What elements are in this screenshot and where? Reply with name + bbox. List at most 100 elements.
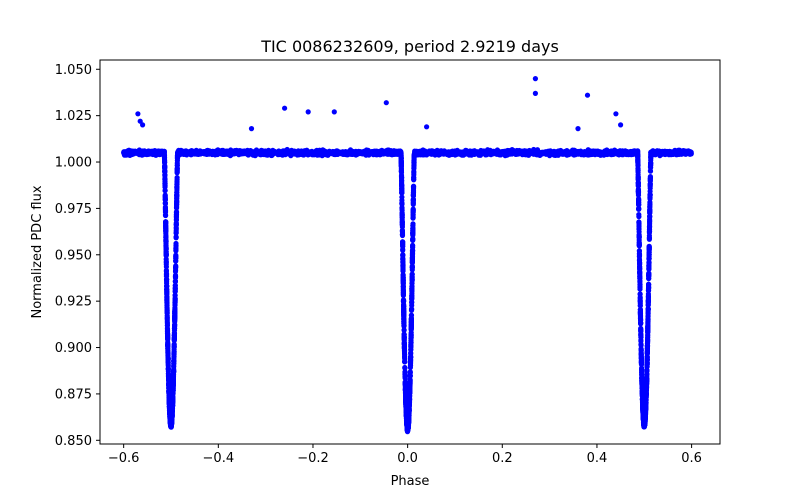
data-point [636, 243, 642, 249]
data-point [401, 327, 407, 333]
x-axis: −0.6 −0.4 −0.2 0.0 0.2 0.4 0.6 [108, 444, 702, 466]
data-point [207, 150, 213, 156]
data-point [240, 148, 246, 154]
data-point [172, 292, 178, 299]
data-points [121, 76, 694, 435]
data-point [547, 151, 553, 157]
data-point [370, 149, 376, 155]
data-point [165, 366, 171, 372]
y-axis-label: Normalized PDC flux [30, 185, 45, 318]
data-point [304, 150, 310, 156]
data-point [162, 197, 168, 203]
data-point [468, 150, 474, 156]
y-tick-label: 1.025 [55, 109, 92, 124]
data-point [173, 230, 179, 236]
data-point [639, 389, 645, 395]
data-point [618, 122, 624, 128]
data-point [163, 225, 169, 231]
data-point [641, 423, 647, 429]
data-point [172, 300, 178, 306]
data-point [171, 327, 178, 333]
data-point [398, 155, 404, 161]
data-point [410, 222, 416, 228]
data-point [648, 154, 654, 160]
data-point [410, 196, 416, 202]
data-point [164, 302, 170, 308]
data-point [636, 237, 642, 243]
data-point [645, 337, 651, 343]
data-point [163, 252, 169, 258]
data-point [439, 148, 445, 154]
data-point [644, 356, 650, 362]
data-point [401, 318, 407, 324]
data-point [164, 296, 170, 302]
x-tick-label: 0.6 [681, 451, 702, 466]
data-point [406, 419, 412, 425]
data-point [173, 234, 179, 240]
data-point [173, 265, 179, 271]
data-point [637, 284, 643, 290]
data-point [164, 328, 171, 334]
data-point [150, 150, 156, 156]
data-point [295, 150, 301, 156]
data-point [636, 220, 642, 226]
data-point [637, 273, 643, 279]
data-point [398, 164, 404, 170]
data-point [169, 414, 175, 420]
data-point [403, 392, 409, 398]
data-point [170, 372, 177, 378]
data-point [409, 307, 415, 313]
data-point [408, 343, 414, 349]
data-point [410, 201, 416, 207]
data-point [165, 341, 171, 347]
data-point [399, 201, 405, 207]
data-point [285, 151, 292, 157]
data-point [167, 407, 173, 413]
data-point [636, 233, 642, 239]
data-point [636, 214, 642, 220]
data-point [668, 149, 674, 155]
data-point [399, 182, 405, 188]
data-point [171, 337, 177, 344]
data-point [173, 243, 179, 249]
data-point [646, 255, 652, 261]
data-point [644, 368, 650, 374]
data-point [401, 323, 407, 329]
data-point [350, 150, 356, 156]
data-point [165, 371, 172, 377]
plot-frame [99, 59, 721, 445]
data-point [277, 149, 283, 155]
data-point [647, 168, 654, 174]
data-point [674, 151, 680, 157]
data-point [612, 147, 618, 153]
data-point [410, 188, 417, 194]
y-tick-label: 0.900 [55, 341, 92, 356]
data-point [172, 322, 178, 328]
data-point [331, 109, 337, 115]
x-tick-label: −0.4 [203, 451, 235, 466]
data-point [140, 122, 146, 128]
data-point [643, 404, 649, 410]
data-point [166, 391, 172, 397]
data-point [647, 199, 653, 205]
data-point [329, 150, 335, 156]
data-point [174, 195, 180, 201]
data-point [404, 423, 411, 429]
data-point [646, 243, 652, 250]
data-point [162, 172, 168, 178]
data-point [171, 348, 177, 355]
data-point [173, 209, 180, 215]
data-point [539, 150, 545, 156]
data-point [636, 205, 642, 211]
data-point [585, 151, 591, 157]
data-point [220, 147, 226, 153]
data-point [638, 317, 644, 323]
y-tick-label: 1.050 [55, 63, 92, 78]
data-point [164, 288, 170, 294]
data-point [399, 178, 405, 184]
data-point [171, 353, 177, 359]
y-tick-label: 0.875 [55, 387, 92, 402]
data-point [575, 126, 581, 132]
data-point [166, 385, 172, 391]
data-point [424, 124, 430, 130]
